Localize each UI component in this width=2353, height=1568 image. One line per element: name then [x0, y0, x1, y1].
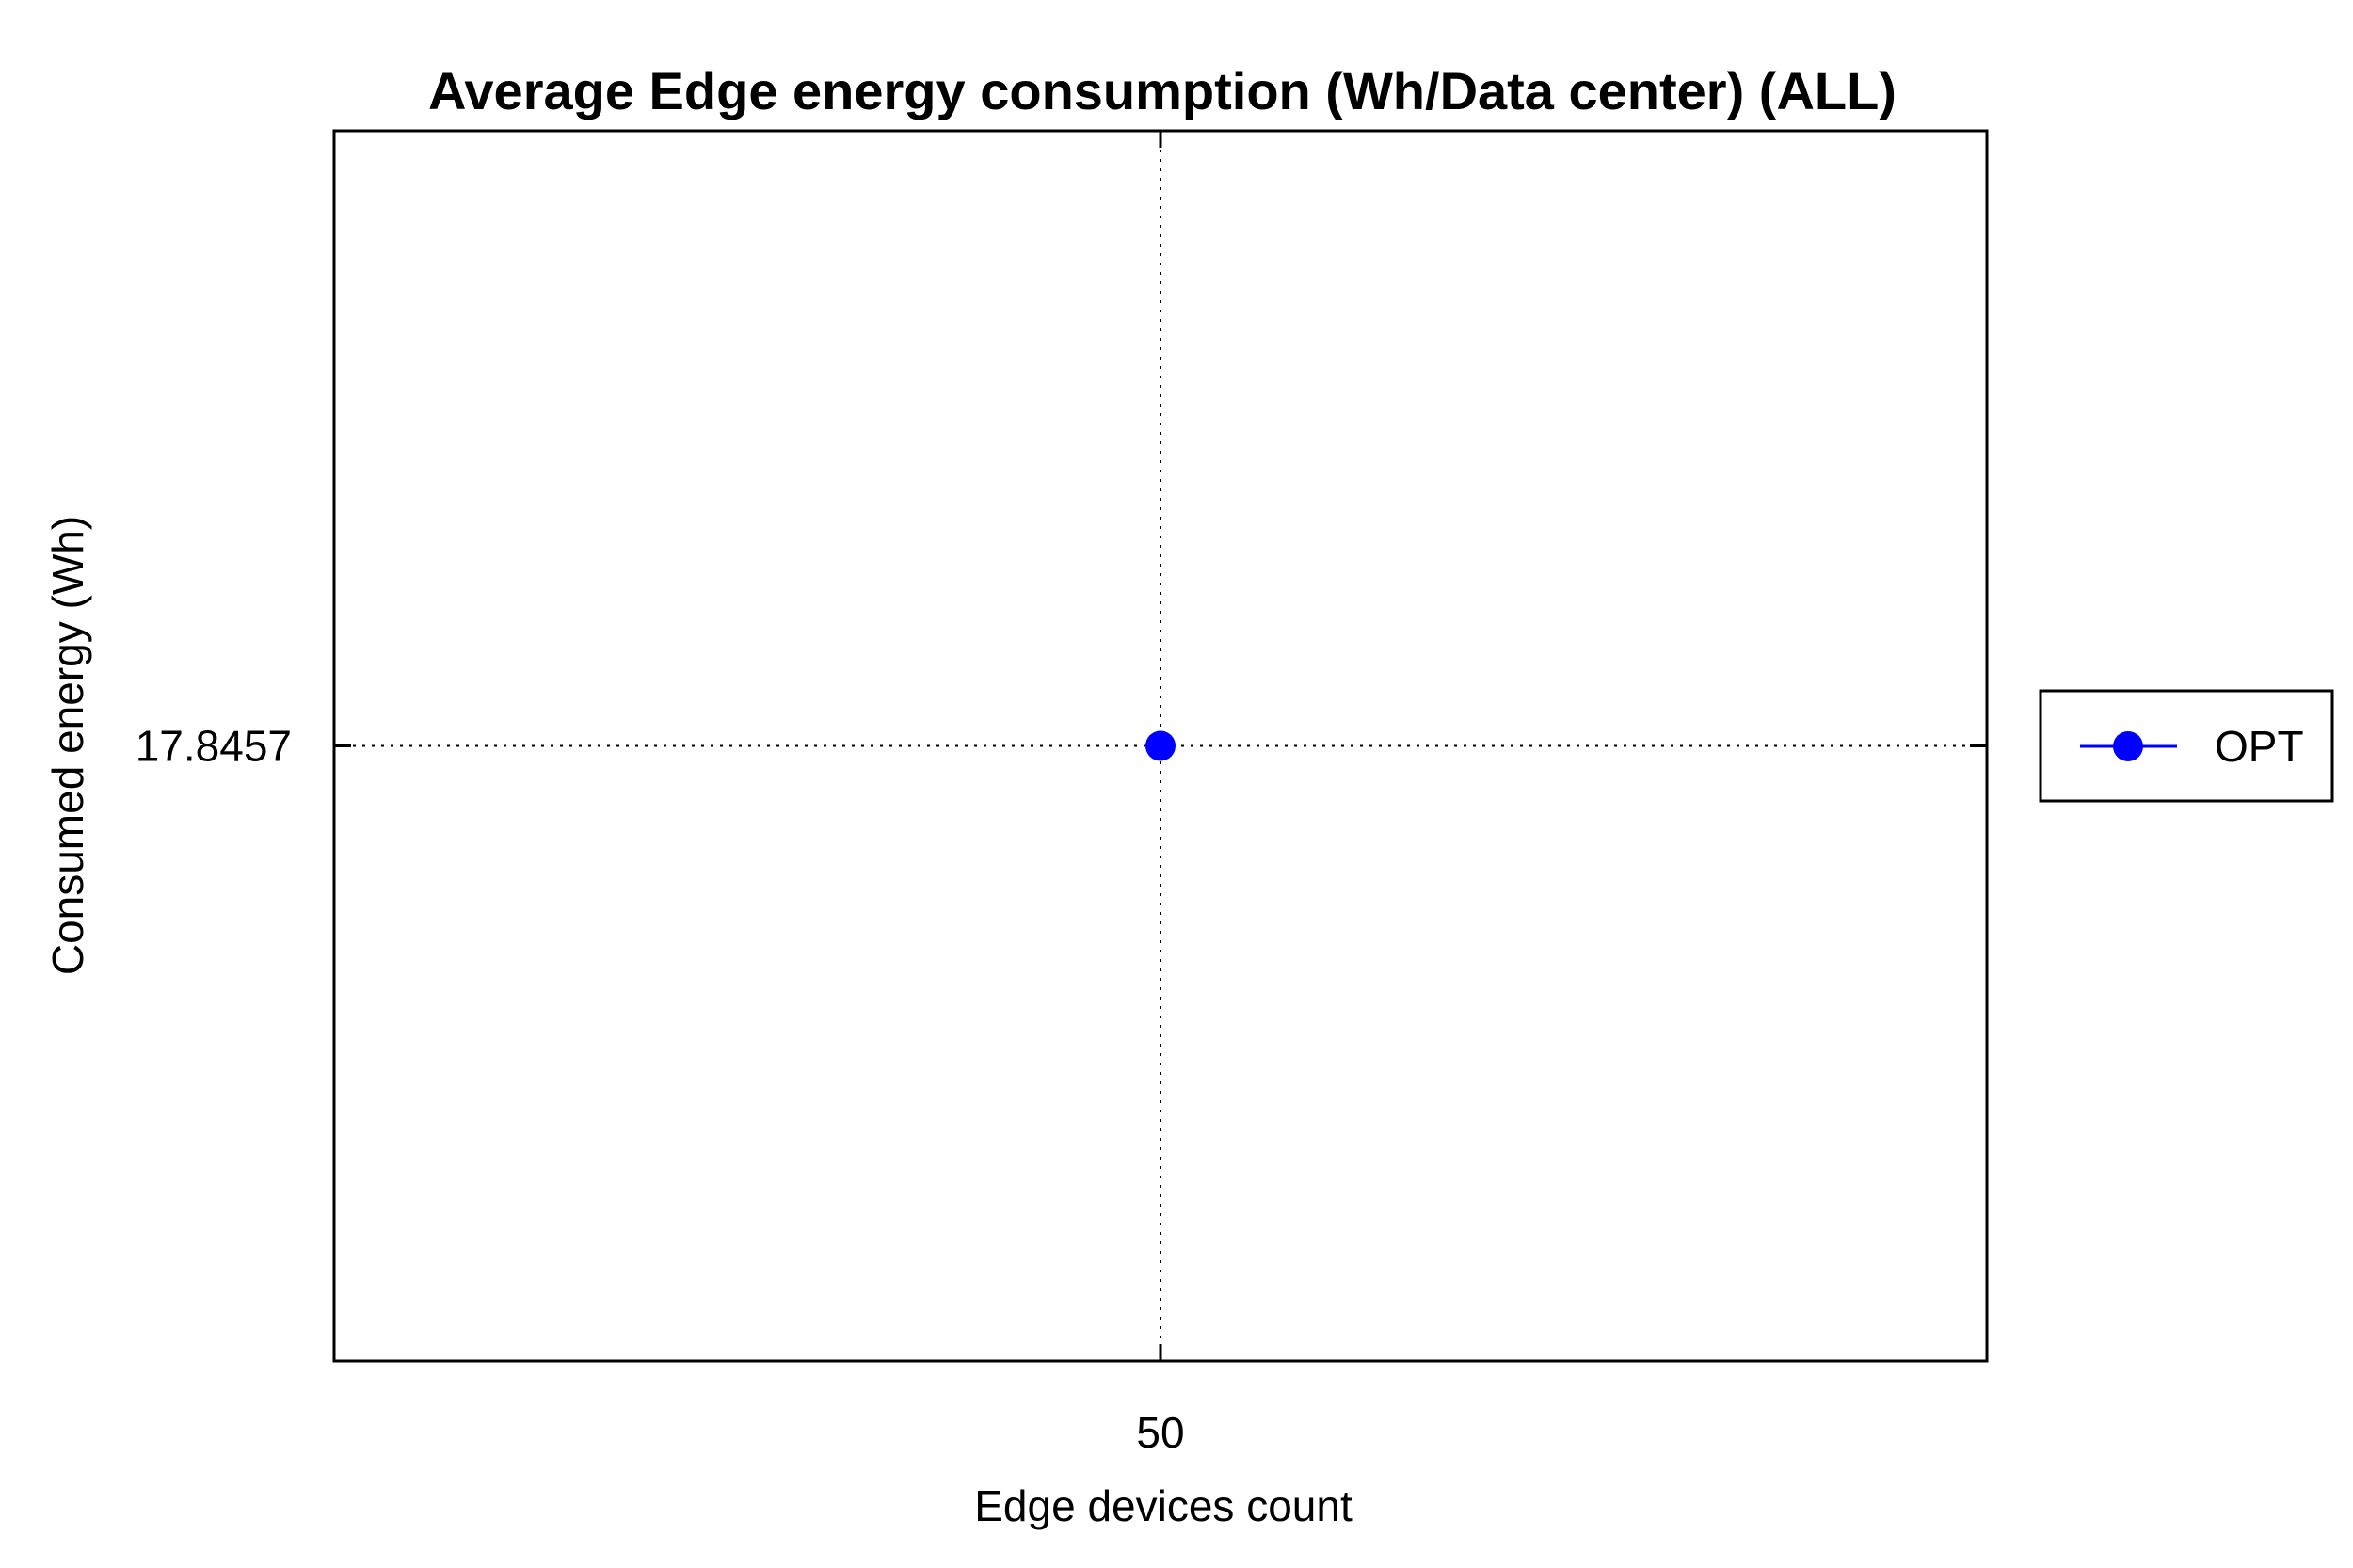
legend-marker-opt: [2113, 731, 2143, 761]
data-point-opt: [1145, 730, 1176, 761]
y-tick-label: 17.8457: [136, 722, 292, 771]
legend-label-opt: OPT: [2215, 722, 2304, 771]
y-axis-label: Consumed energy (Wh): [43, 516, 92, 975]
grid-lines: [334, 131, 1987, 1361]
x-axis-label: Edge devices count: [974, 1481, 1353, 1530]
data-series: [1145, 730, 1176, 761]
axis-ticks: 50 17.8457: [136, 131, 1987, 1457]
plot-frame: [332, 129, 1989, 1363]
chart-title: Average Edge energy consumption (Wh/Data…: [428, 61, 1897, 120]
legend: OPT: [2039, 689, 2334, 803]
x-tick-label: 50: [1136, 1408, 1184, 1457]
